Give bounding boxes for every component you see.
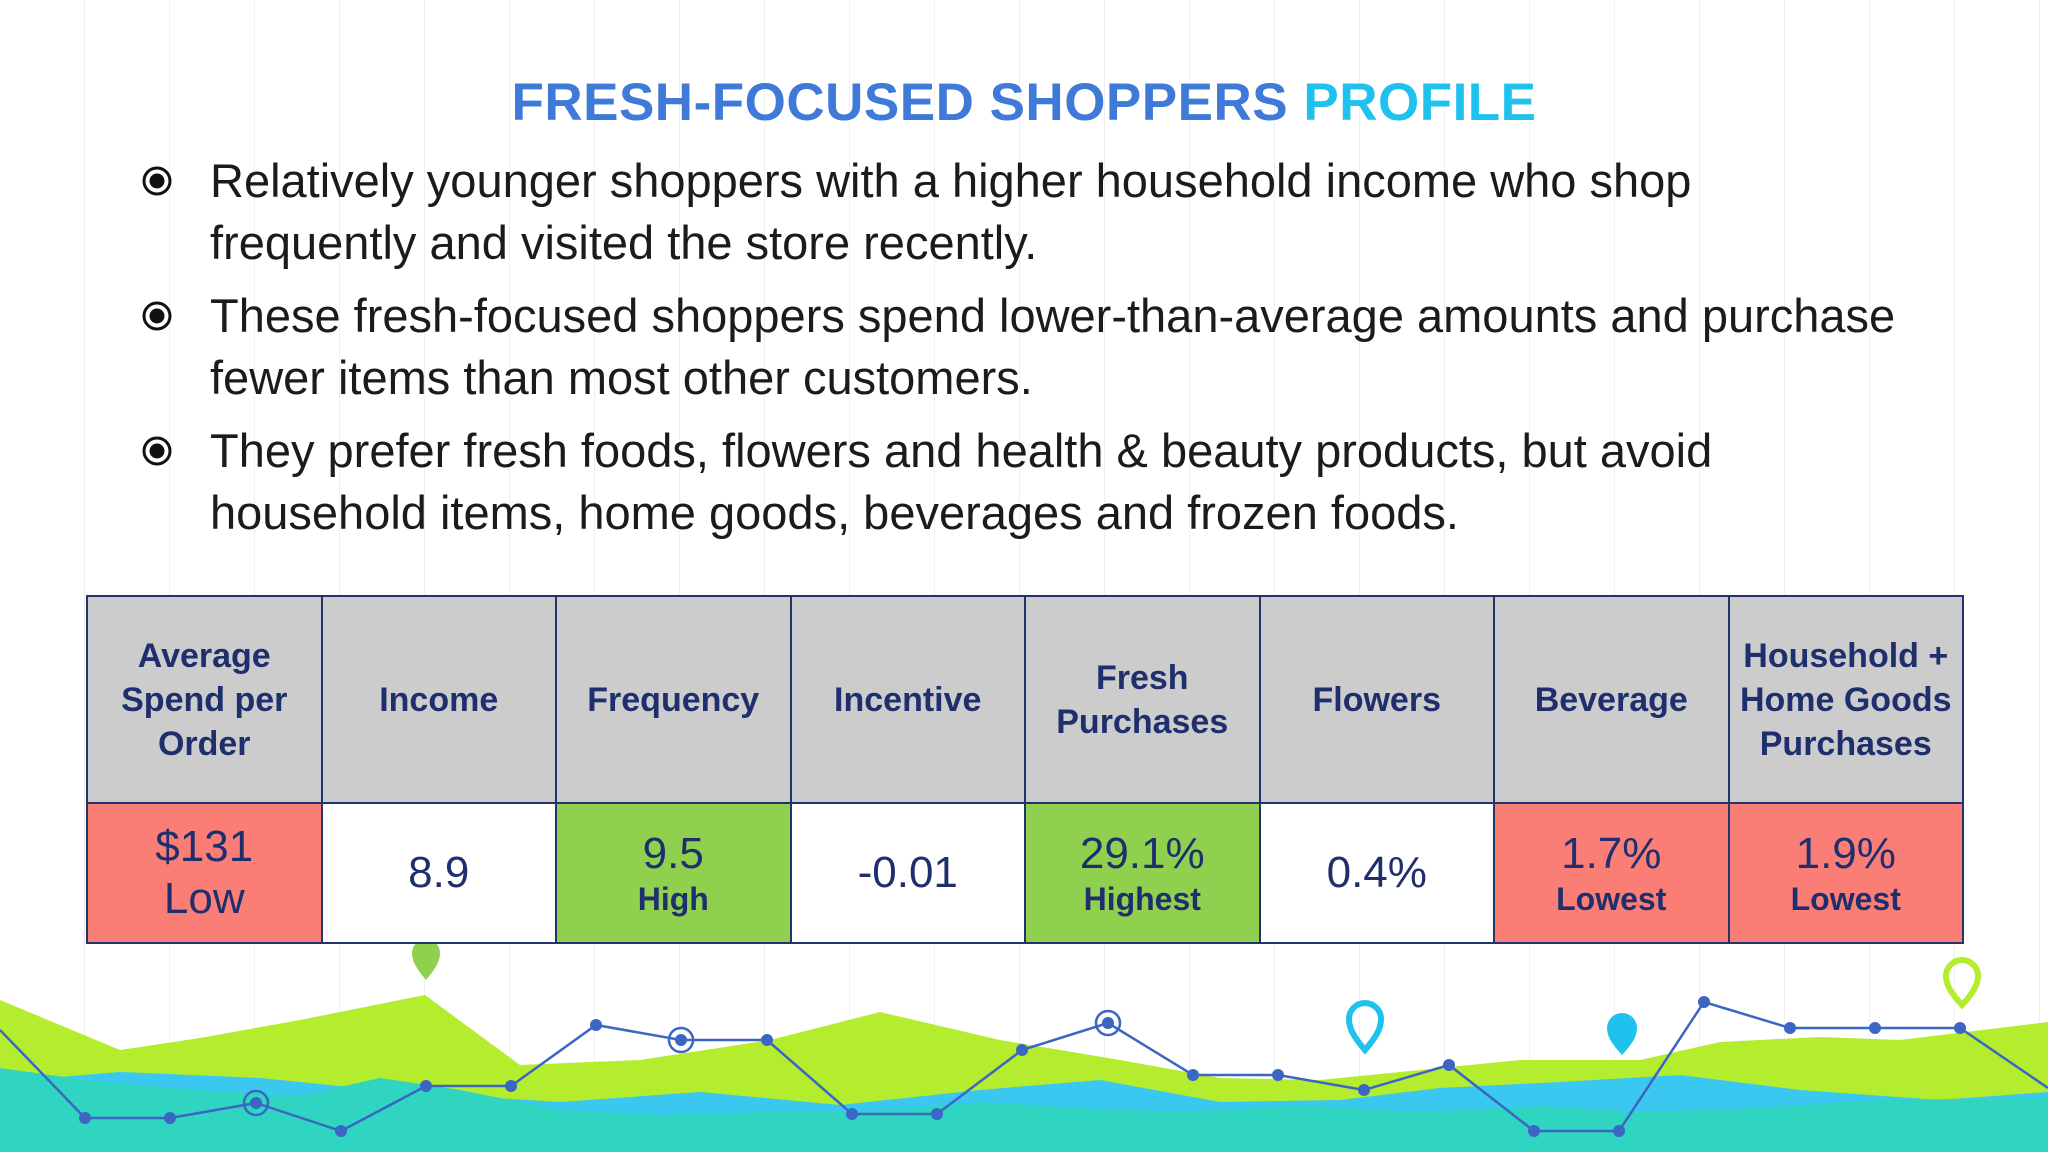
title-main: FRESH-FOCUSED SHOPPERS: [511, 73, 1289, 132]
table-value-row: $131 Low 8.9 9.5 High -0.01 29.1% Highes…: [86, 802, 1964, 944]
map-pin-icon: [412, 940, 440, 980]
value-cell-incentive: -0.01: [789, 802, 1026, 944]
header-cell-beverage: Beverage: [1493, 595, 1730, 804]
cell-rating: Low: [163, 874, 245, 923]
map-pin-icon: [1942, 957, 1982, 1010]
value-cell-avg-spend: $131 Low: [86, 802, 323, 944]
highlight-rings: [242, 1009, 1122, 1117]
title-accent: PROFILE: [1303, 73, 1537, 132]
radio-bullet-icon: [142, 436, 172, 466]
map-pin-icon: [1607, 1013, 1637, 1055]
header-cell-incentive: Incentive: [789, 595, 1026, 804]
bullet-item: They prefer fresh foods, flowers and hea…: [130, 420, 1910, 544]
profile-metrics-table: Average Spend per Order Income Frequency…: [86, 595, 1964, 944]
cell-value: 9.5: [642, 829, 704, 878]
value-cell-fresh: 29.1% Highest: [1024, 802, 1261, 944]
map-pin-icon: [1345, 1000, 1385, 1055]
radio-bullet-icon: [142, 166, 172, 196]
value-cell-flowers: 0.4%: [1258, 802, 1495, 944]
cell-value: 8.9: [408, 848, 470, 897]
header-cell-household: Household + Home Goods Purchases: [1727, 595, 1964, 804]
cell-rating: Lowest: [1556, 881, 1667, 917]
cell-rating: Lowest: [1790, 881, 1901, 917]
header-cell-frequency: Frequency: [555, 595, 792, 804]
value-cell-income: 8.9: [320, 802, 557, 944]
cell-value: 1.7%: [1561, 829, 1662, 878]
bullet-text: They prefer fresh foods, flowers and hea…: [210, 424, 1713, 539]
cell-value: -0.01: [857, 848, 958, 897]
radio-bullet-icon: [142, 301, 172, 331]
bullet-item: These fresh-focused shoppers spend lower…: [130, 285, 1910, 409]
cell-value: 0.4%: [1326, 848, 1427, 897]
cell-value: 1.9%: [1795, 829, 1896, 878]
cell-rating: High: [637, 881, 709, 917]
header-cell-fresh: Fresh Purchases: [1024, 595, 1261, 804]
bullet-list: Relatively younger shoppers with a highe…: [130, 150, 1910, 555]
value-cell-frequency: 9.5 High: [555, 802, 792, 944]
header-cell-avg-spend: Average Spend per Order: [86, 595, 323, 804]
header-cell-flowers: Flowers: [1258, 595, 1495, 804]
bullet-text: These fresh-focused shoppers spend lower…: [210, 289, 1896, 404]
bullet-text: Relatively younger shoppers with a highe…: [210, 154, 1692, 269]
value-cell-beverage: 1.7% Lowest: [1493, 802, 1730, 944]
page-title: FRESH-FOCUSED SHOPPERS PROFILE: [0, 72, 2048, 133]
trend-points: [79, 996, 1966, 1137]
cell-value: 29.1%: [1079, 829, 1205, 878]
table-header-row: Average Spend per Order Income Frequency…: [86, 595, 1964, 804]
bullet-item: Relatively younger shoppers with a highe…: [130, 150, 1910, 274]
cell-value: $131: [155, 822, 254, 871]
cell-rating: Highest: [1083, 881, 1201, 917]
value-cell-household: 1.9% Lowest: [1727, 802, 1964, 944]
decorative-landscape: [0, 940, 2048, 1152]
header-cell-income: Income: [320, 595, 557, 804]
